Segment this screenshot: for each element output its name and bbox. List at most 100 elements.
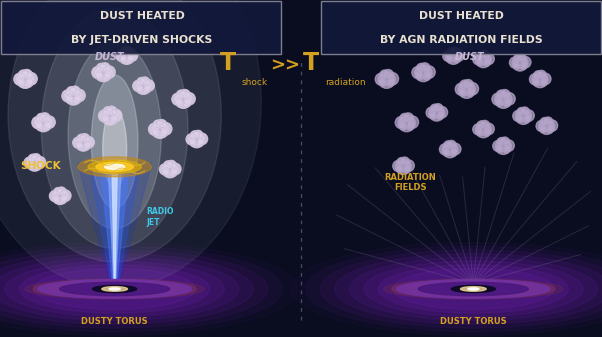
Circle shape — [162, 162, 178, 178]
Ellipse shape — [0, 246, 282, 332]
Ellipse shape — [96, 162, 133, 172]
Circle shape — [96, 71, 104, 80]
Circle shape — [539, 118, 554, 134]
Text: DUST HEATED: DUST HEATED — [419, 11, 504, 21]
Circle shape — [423, 66, 435, 78]
Circle shape — [420, 63, 430, 73]
Text: DUST: DUST — [95, 52, 124, 62]
Ellipse shape — [103, 109, 126, 188]
Circle shape — [383, 69, 394, 80]
Circle shape — [533, 78, 541, 86]
Circle shape — [458, 81, 476, 98]
Polygon shape — [100, 163, 129, 278]
Circle shape — [75, 135, 92, 151]
Circle shape — [480, 50, 489, 60]
Circle shape — [483, 53, 494, 65]
Circle shape — [415, 64, 432, 82]
Circle shape — [176, 97, 184, 106]
Circle shape — [539, 78, 547, 86]
Circle shape — [396, 164, 405, 173]
Circle shape — [70, 86, 80, 97]
Circle shape — [417, 63, 426, 73]
Circle shape — [31, 154, 41, 163]
Ellipse shape — [92, 75, 138, 209]
Circle shape — [119, 48, 135, 64]
Circle shape — [476, 128, 484, 136]
Ellipse shape — [378, 265, 568, 313]
Circle shape — [447, 141, 456, 150]
Text: DUST: DUST — [455, 52, 485, 62]
Circle shape — [42, 121, 51, 130]
Ellipse shape — [68, 42, 161, 228]
Ellipse shape — [468, 288, 479, 290]
Circle shape — [512, 55, 528, 71]
Circle shape — [152, 127, 161, 136]
Circle shape — [82, 136, 95, 148]
Circle shape — [160, 123, 172, 135]
FancyBboxPatch shape — [321, 1, 601, 54]
Circle shape — [190, 138, 197, 146]
Ellipse shape — [8, 0, 222, 262]
Circle shape — [403, 113, 414, 123]
Circle shape — [80, 134, 90, 143]
Circle shape — [169, 163, 181, 175]
Circle shape — [476, 122, 491, 138]
Circle shape — [137, 78, 146, 87]
Circle shape — [433, 104, 443, 113]
Circle shape — [482, 128, 491, 136]
Ellipse shape — [452, 285, 495, 293]
Ellipse shape — [349, 257, 598, 320]
Circle shape — [159, 127, 168, 136]
Circle shape — [430, 111, 438, 119]
Circle shape — [176, 90, 187, 100]
Circle shape — [123, 47, 133, 57]
Polygon shape — [112, 163, 117, 278]
Circle shape — [500, 90, 510, 100]
Circle shape — [536, 120, 547, 131]
Polygon shape — [78, 163, 151, 278]
Circle shape — [53, 194, 61, 203]
Circle shape — [76, 141, 84, 149]
Ellipse shape — [391, 280, 555, 298]
Circle shape — [135, 78, 151, 94]
Circle shape — [96, 63, 107, 73]
Circle shape — [520, 56, 531, 68]
Circle shape — [459, 88, 468, 96]
Circle shape — [482, 58, 491, 66]
Circle shape — [95, 64, 112, 82]
Circle shape — [14, 73, 26, 85]
Circle shape — [163, 168, 171, 176]
Circle shape — [133, 80, 144, 92]
Circle shape — [495, 91, 512, 108]
Circle shape — [435, 111, 444, 119]
Circle shape — [172, 93, 184, 105]
Ellipse shape — [306, 246, 602, 332]
Circle shape — [160, 164, 170, 175]
Circle shape — [157, 120, 167, 130]
Circle shape — [396, 158, 411, 175]
Text: T: T — [220, 51, 236, 75]
Circle shape — [28, 161, 36, 169]
Ellipse shape — [34, 268, 195, 309]
Circle shape — [183, 93, 195, 105]
Circle shape — [473, 54, 484, 65]
Circle shape — [34, 161, 42, 170]
Circle shape — [493, 141, 504, 152]
Circle shape — [513, 61, 521, 69]
Ellipse shape — [364, 261, 583, 317]
Circle shape — [73, 137, 84, 148]
Circle shape — [49, 190, 61, 202]
Circle shape — [66, 94, 75, 103]
Circle shape — [396, 117, 408, 129]
Text: shock: shock — [241, 78, 267, 87]
Circle shape — [17, 78, 26, 86]
Circle shape — [515, 109, 532, 124]
Text: T: T — [303, 51, 320, 75]
Circle shape — [495, 139, 511, 154]
Circle shape — [378, 71, 396, 88]
Circle shape — [529, 74, 541, 85]
Circle shape — [190, 131, 199, 140]
Ellipse shape — [105, 164, 125, 170]
Ellipse shape — [19, 265, 210, 313]
Text: DUSTY TORUS: DUSTY TORUS — [81, 317, 148, 326]
